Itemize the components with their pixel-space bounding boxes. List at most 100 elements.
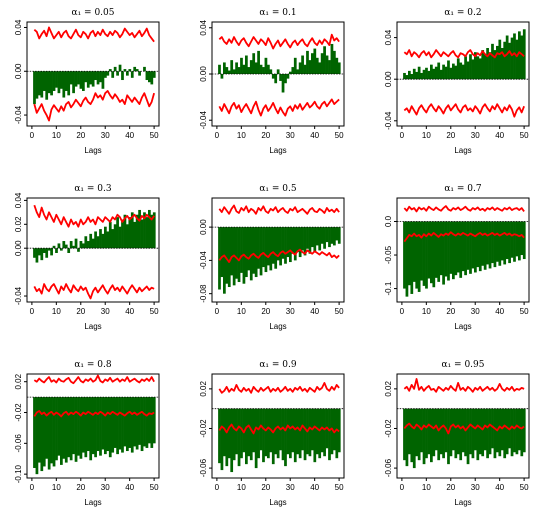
acf-bar (267, 64, 270, 74)
y-tick-label: -0.02 (199, 419, 208, 438)
acf-bar (50, 397, 53, 464)
acf-bar (427, 221, 431, 279)
acf-bar (145, 397, 149, 448)
upper-bound-line (218, 33, 340, 50)
upper-bound-line (403, 49, 525, 59)
acf-bar (289, 71, 292, 74)
acf-bar (488, 408, 492, 455)
acf-bar (264, 227, 268, 273)
acf-bar (481, 408, 485, 457)
y-tick-label: -0.04 (384, 111, 393, 130)
acf-bar (230, 227, 234, 276)
acf-bar (412, 221, 416, 282)
upper-bound-line (403, 205, 525, 213)
x-tick-label: 30 (101, 483, 110, 492)
acf-bar (227, 70, 231, 74)
acf-panel-4: α₁ = 0.3 0 10 20 30 40 50 Lags 0.04 0.02 0.00 -0.04 (14, 184, 160, 331)
acf-bar (439, 408, 443, 455)
acf-bar (500, 408, 504, 451)
x-tick-label: 20 (76, 307, 85, 316)
acf-bar (104, 397, 107, 455)
acf-bar (108, 221, 112, 249)
x-tick-label: 10 (52, 307, 61, 316)
x-tick-label: 10 (52, 131, 61, 140)
acf-bar (515, 408, 519, 455)
acf-bar (281, 408, 285, 461)
acf-bar (269, 227, 273, 271)
acf-bar (89, 397, 93, 461)
acf-bar (271, 74, 275, 79)
acf-bar (420, 221, 423, 281)
acf-bar (293, 57, 297, 74)
acf-bar (461, 221, 465, 272)
acf-bar (291, 408, 295, 453)
acf-panel-7: α₁ = 0.8 0 10 20 30 40 50 Lags 0.02 -0.02 -0.06 -0.… (14, 360, 160, 507)
acf-bar (335, 408, 339, 459)
acf-bar (230, 408, 234, 473)
acf-bar (235, 408, 238, 455)
acf-bar (422, 221, 426, 286)
acf-bar (496, 45, 499, 80)
acf-bar (330, 43, 334, 74)
acf-bar (481, 221, 485, 266)
acf-bar (513, 33, 516, 80)
y-tick-label: -0.02 (14, 403, 23, 422)
acf-bar (437, 408, 441, 461)
acf-bar (245, 55, 248, 74)
acf-panel-1: α₁ = 0.05 0 10 20 30 40 50 Lags 0.04 0.00 -0.04 (14, 8, 160, 155)
acf-bar (328, 60, 331, 74)
acf-bar (434, 408, 438, 451)
acf-bar (111, 71, 115, 78)
acf-bar (320, 53, 324, 74)
acf-bar (500, 48, 504, 80)
acf-bar (503, 408, 507, 459)
x-tick-label: 50 (335, 307, 344, 316)
acf-bar (116, 217, 119, 249)
acf-bar (469, 221, 472, 274)
x-tick-label: 30 (286, 307, 295, 316)
acf-bar (72, 245, 75, 249)
acf-bar (218, 64, 221, 74)
acf-bar (432, 221, 436, 288)
x-tick-label: 40 (495, 483, 504, 492)
acf-bar (452, 63, 455, 80)
acf-bar (72, 397, 75, 455)
acf-bar (79, 397, 83, 459)
acf-bar (417, 408, 421, 461)
acf-bar (330, 227, 334, 244)
acf-bar (422, 408, 426, 465)
acf-bar (430, 221, 433, 284)
acf-bar (60, 248, 63, 251)
acf-bar (276, 69, 280, 74)
acf-bar (515, 221, 519, 257)
acf-bar (130, 397, 134, 453)
acf-bar (264, 408, 268, 457)
acf-bar (483, 408, 487, 451)
lower-bound-line (218, 248, 340, 263)
acf-bar (223, 408, 226, 457)
acf-bar (337, 62, 341, 74)
acf-bar (86, 71, 90, 88)
panel-title: α₁ = 0.7 (444, 184, 482, 194)
acf-bar (403, 72, 406, 80)
acf-bar (38, 71, 41, 96)
acf-bar (296, 69, 300, 74)
acf-bar (298, 227, 302, 258)
acf-bar (57, 397, 61, 456)
x-tick-label: 0 (215, 307, 220, 316)
x-axis-label: Lags (454, 322, 471, 331)
acf-bar (108, 69, 112, 72)
acf-bar (503, 41, 507, 80)
acf-bar (130, 212, 134, 249)
acf-bar (318, 408, 322, 459)
acf-bar (218, 227, 221, 290)
acf-bar (135, 397, 139, 450)
y-tick-label: -0.06 (199, 458, 208, 477)
acf-bar (442, 221, 445, 285)
acf-bar (55, 397, 58, 461)
acf-bar (303, 227, 307, 256)
acf-bar (337, 227, 341, 244)
acf-bar (491, 43, 494, 80)
acf-bar (412, 408, 416, 469)
acf-bar (476, 56, 480, 80)
